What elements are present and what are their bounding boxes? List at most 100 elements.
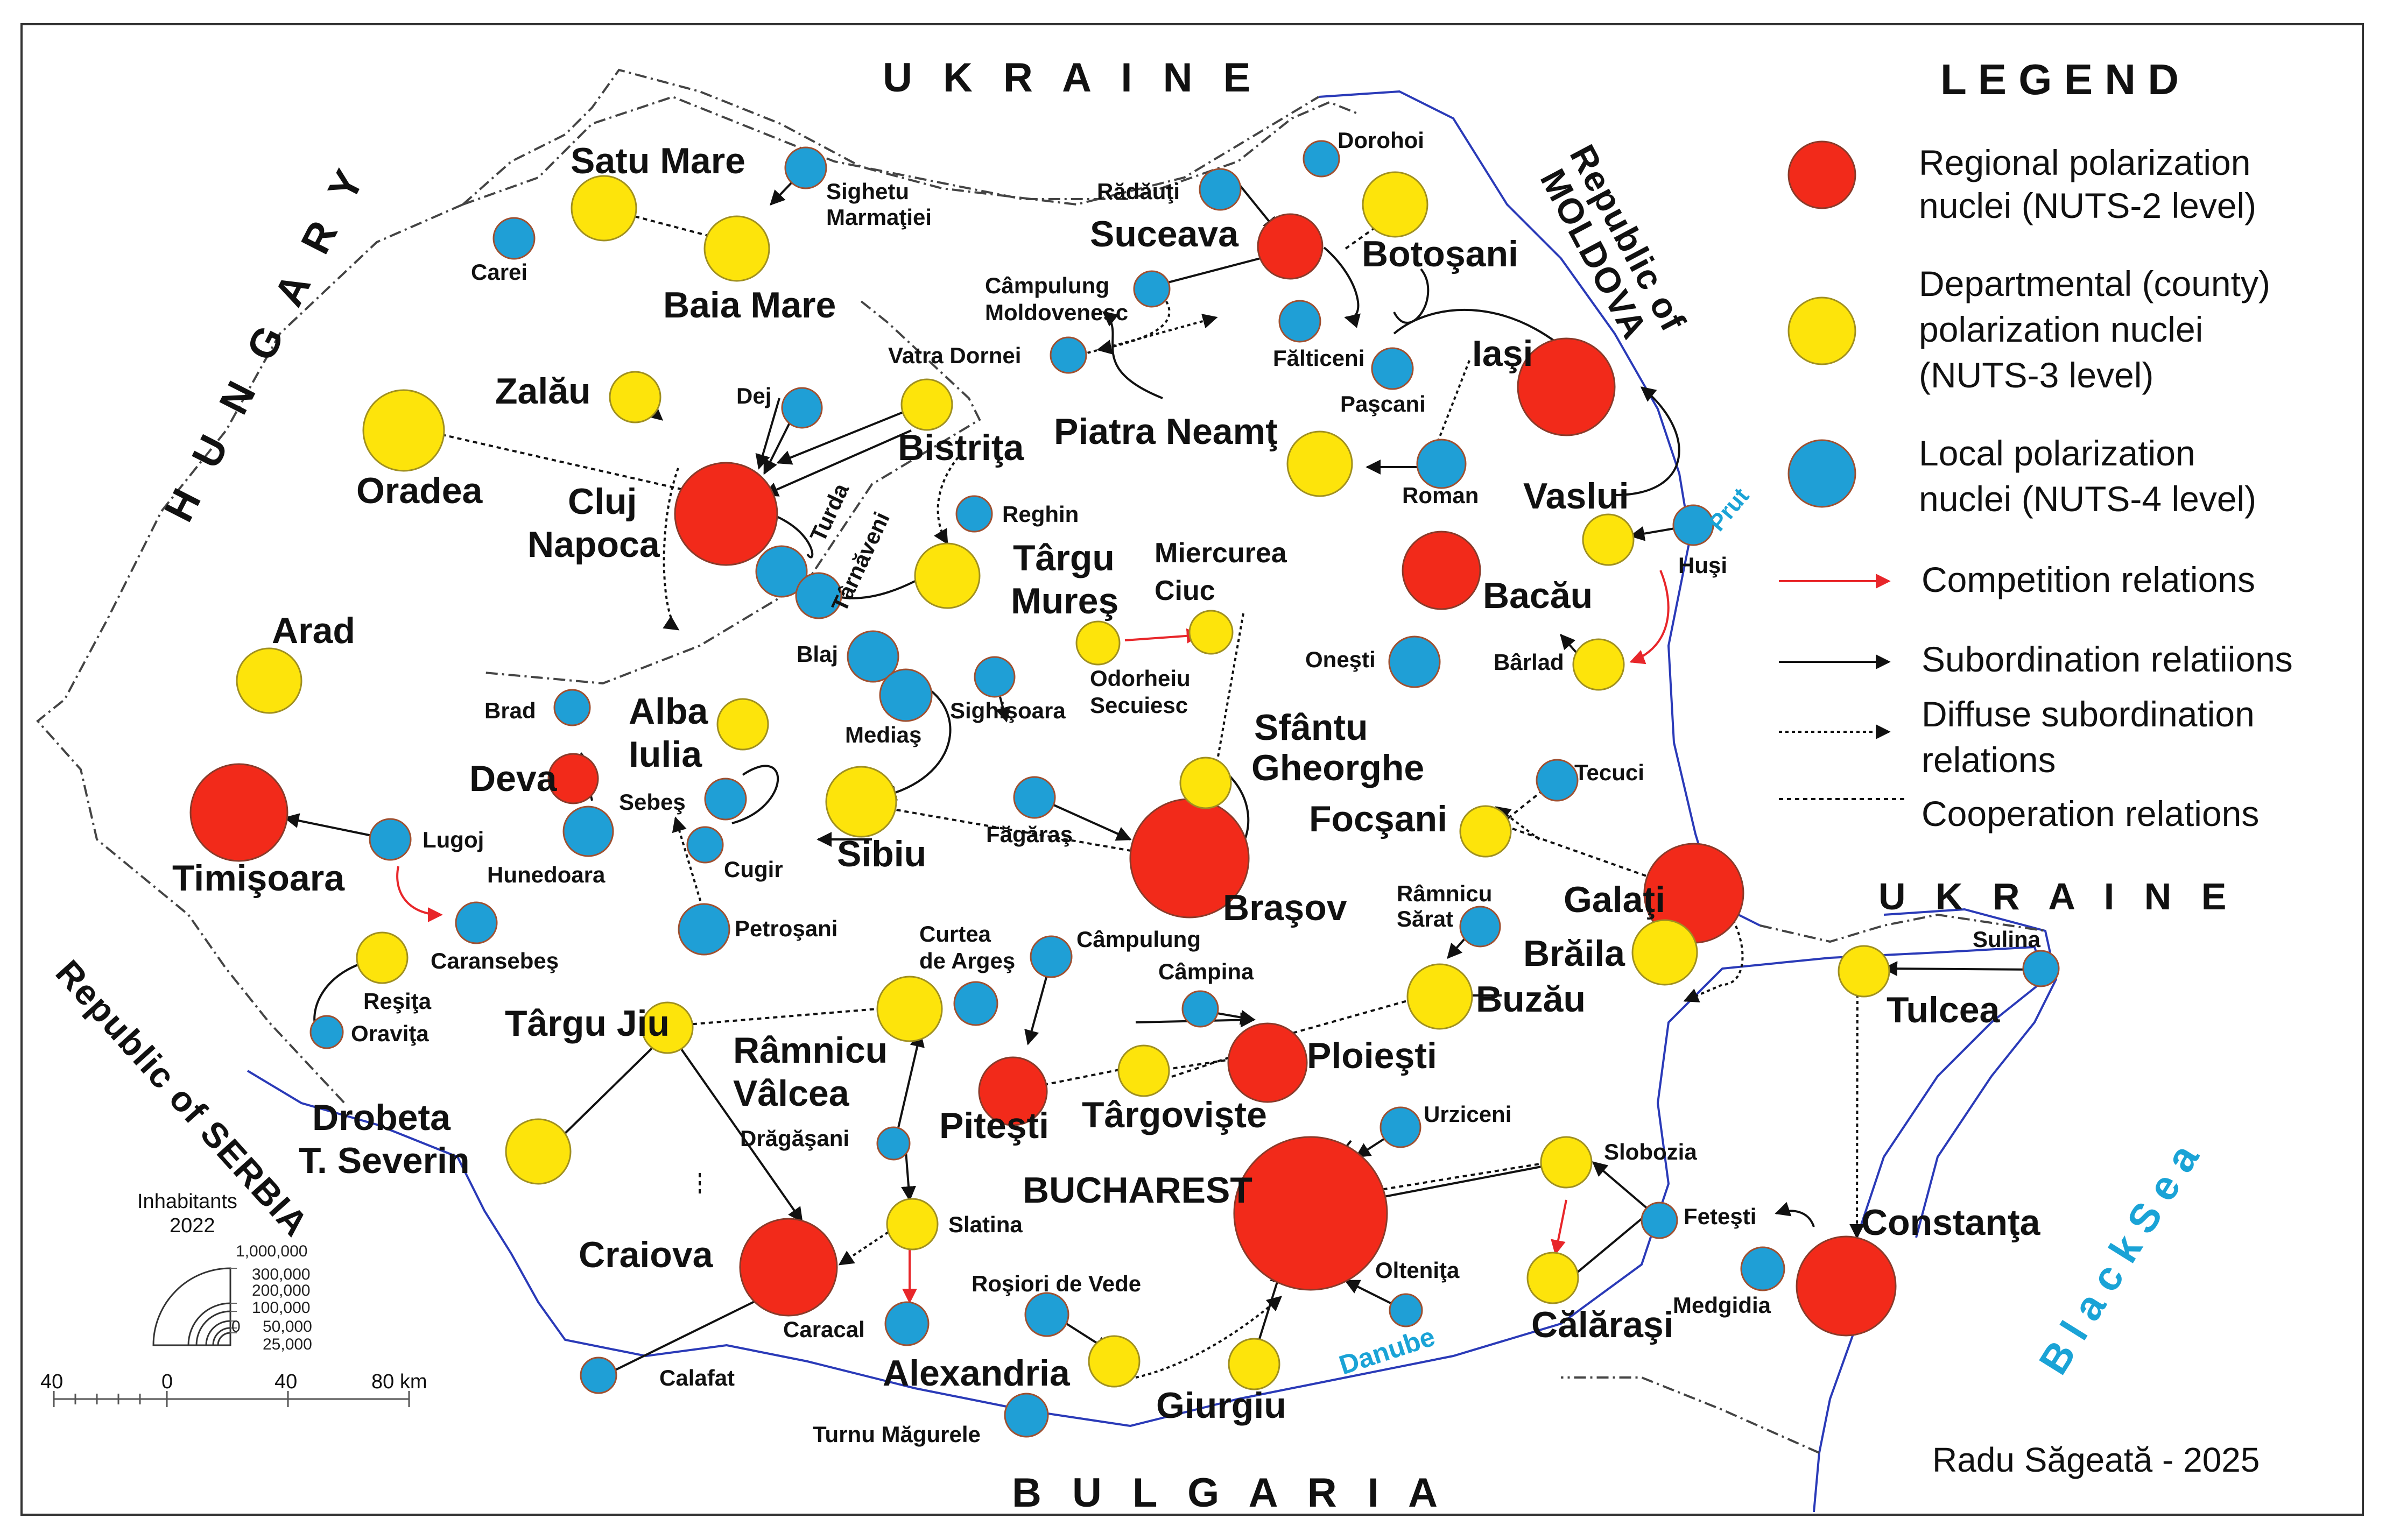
label-campulung-m-1: Câmpulung: [985, 273, 1109, 298]
label-tulcea: Tulcea: [1887, 990, 2001, 1030]
label-vaslui: Vaslui: [1523, 476, 1629, 517]
node-sibiu: [825, 766, 897, 838]
legend-local-symbol: [1787, 439, 1856, 508]
label-danube: Danube: [1335, 1322, 1439, 1381]
label-bulgaria: B U L G A R I A: [1012, 1470, 1447, 1516]
label-caransebes: Caransebeş: [431, 948, 559, 973]
legend-regional-2: nuclei (NUTS-2 level): [1919, 186, 2256, 225]
label-onesti: Oneşti: [1305, 647, 1376, 672]
scale-km-1: 40: [40, 1371, 63, 1393]
label-reghin: Reghin: [1002, 501, 1079, 527]
node-alexandria: [1088, 1335, 1141, 1388]
node-odorheiu: [1075, 620, 1121, 666]
label-barlad: Bârlad: [1494, 649, 1564, 675]
legend-title: L E G E N D: [1940, 55, 2179, 103]
scale-value-1: 1,000,000: [236, 1242, 307, 1260]
label-roman: Roman: [1402, 483, 1479, 508]
label-turda: Turda: [805, 479, 854, 545]
node-onesti: [1388, 635, 1441, 688]
node-bucharest: [1233, 1136, 1388, 1291]
label-ramnicu-sarat-1: Râmnicu: [1397, 881, 1492, 906]
label-turnu: Turnu Măgurele: [813, 1422, 981, 1447]
label-fagaras: Făgăraş: [986, 822, 1073, 847]
scale-value-0: 0: [231, 1318, 241, 1336]
label-pascani: Paşcani: [1340, 391, 1426, 416]
label-black-sea: B l a c k S e a: [2030, 1136, 2208, 1382]
label-cugir: Cugir: [724, 857, 783, 882]
label-targoviste: Târgovişte: [1082, 1094, 1267, 1135]
label-constanta: Constanţa: [1861, 1202, 2041, 1243]
node-campina: [1181, 990, 1219, 1028]
node-campulung: [1030, 935, 1073, 978]
ukraine-border-east: [1759, 913, 2046, 943]
node-oltenita: [1389, 1293, 1423, 1327]
local-nuclei: [309, 140, 2060, 1438]
scale-value-4: 100,000: [252, 1299, 310, 1317]
node-sulina: [2022, 950, 2060, 987]
node-braila: [1631, 919, 1698, 986]
label-sibiu: Sibiu: [837, 833, 926, 874]
node-iasi: [1517, 337, 1616, 436]
node-arad: [236, 647, 302, 714]
label-husi: Huşi: [1678, 553, 1727, 578]
label-craiova: Craiova: [579, 1234, 714, 1275]
label-blaj: Blaj: [797, 641, 838, 667]
label-lugoj: Lugoj: [423, 827, 484, 852]
node-lugoj: [369, 818, 412, 861]
node-turda: [755, 545, 808, 598]
scale-value-3: 200,000: [252, 1282, 310, 1299]
label-petrosani: Petroşani: [735, 916, 837, 941]
node-roman: [1416, 439, 1467, 489]
label-slobozia: Slobozia: [1604, 1139, 1697, 1164]
label-botosani: Botoşani: [1362, 234, 1518, 274]
node-carei: [492, 217, 536, 260]
label-deva: Deva: [469, 758, 558, 799]
label-miercurea-1: Miercurea: [1155, 538, 1287, 569]
legend-regional-symbol: [1787, 140, 1856, 209]
label-sighetu-2: Marmaţiei: [826, 204, 932, 230]
node-dragasani: [876, 1126, 911, 1161]
label-tecuci: Tecuci: [1574, 760, 1644, 785]
label-ramnicu-sarat-2: Sărat: [1397, 906, 1453, 931]
node-ploiesti: [1227, 1022, 1308, 1103]
node-focsani: [1459, 805, 1512, 858]
label-zalau: Zalău: [495, 371, 591, 412]
node-targoviste: [1117, 1044, 1170, 1097]
label-ramnicu-valcea-2: Vâlcea: [733, 1073, 850, 1114]
label-satu-mare: Satu Mare: [571, 140, 745, 181]
legend-local-1: Local polarization: [1919, 433, 2195, 473]
node-resita: [356, 931, 409, 984]
legend-diffuse-1: Diffuse subordination: [1922, 694, 2255, 734]
label-alba-iulia-2: Iulia: [629, 734, 702, 775]
node-zalau: [609, 371, 661, 423]
node-fetesti: [1641, 1202, 1678, 1239]
label-dorohoi: Dorohoi: [1338, 128, 1424, 153]
author-credit: Radu Săgeată - 2025: [1932, 1440, 2260, 1479]
label-giurgiu: Giurgiu: [1156, 1385, 1286, 1426]
node-urziceni: [1379, 1106, 1421, 1148]
node-deva: [547, 753, 599, 804]
eastern-border-prut: [1318, 90, 1761, 927]
legend-departmental-1: Departmental (county): [1919, 264, 2270, 303]
label-calarasi: Călăraşi: [1531, 1304, 1674, 1345]
node-sighetu: [784, 146, 827, 189]
regional-nuclei: [189, 213, 1897, 1337]
legend-departmental-2: polarization nuclei: [1919, 309, 2203, 349]
node-giurgiu: [1228, 1338, 1280, 1390]
node-dorohoi: [1303, 140, 1340, 178]
dobrogea-border: [1561, 1376, 1820, 1454]
node-tarnaveni: [795, 572, 842, 619]
label-hungary: H U N G A R Y: [156, 154, 377, 529]
node-miercurea-ciuc: [1188, 610, 1234, 655]
scale-value-5: 50,000: [263, 1318, 312, 1336]
label-curtea-1: Curtea: [919, 921, 991, 946]
label-miercurea-2: Ciuc: [1155, 575, 1215, 606]
label-medias: Mediaş: [845, 722, 921, 747]
label-calafat: Calafat: [659, 1365, 735, 1390]
node-radauti: [1199, 168, 1242, 211]
label-oravita: Oraviţa: [351, 1021, 429, 1046]
label-targu-mures-2: Mureş: [1011, 581, 1118, 621]
label-caracal: Caracal: [783, 1317, 865, 1342]
label-cluj-2: Napoca: [527, 524, 660, 565]
label-ukraine-north: U K R A I N E: [883, 55, 1260, 101]
